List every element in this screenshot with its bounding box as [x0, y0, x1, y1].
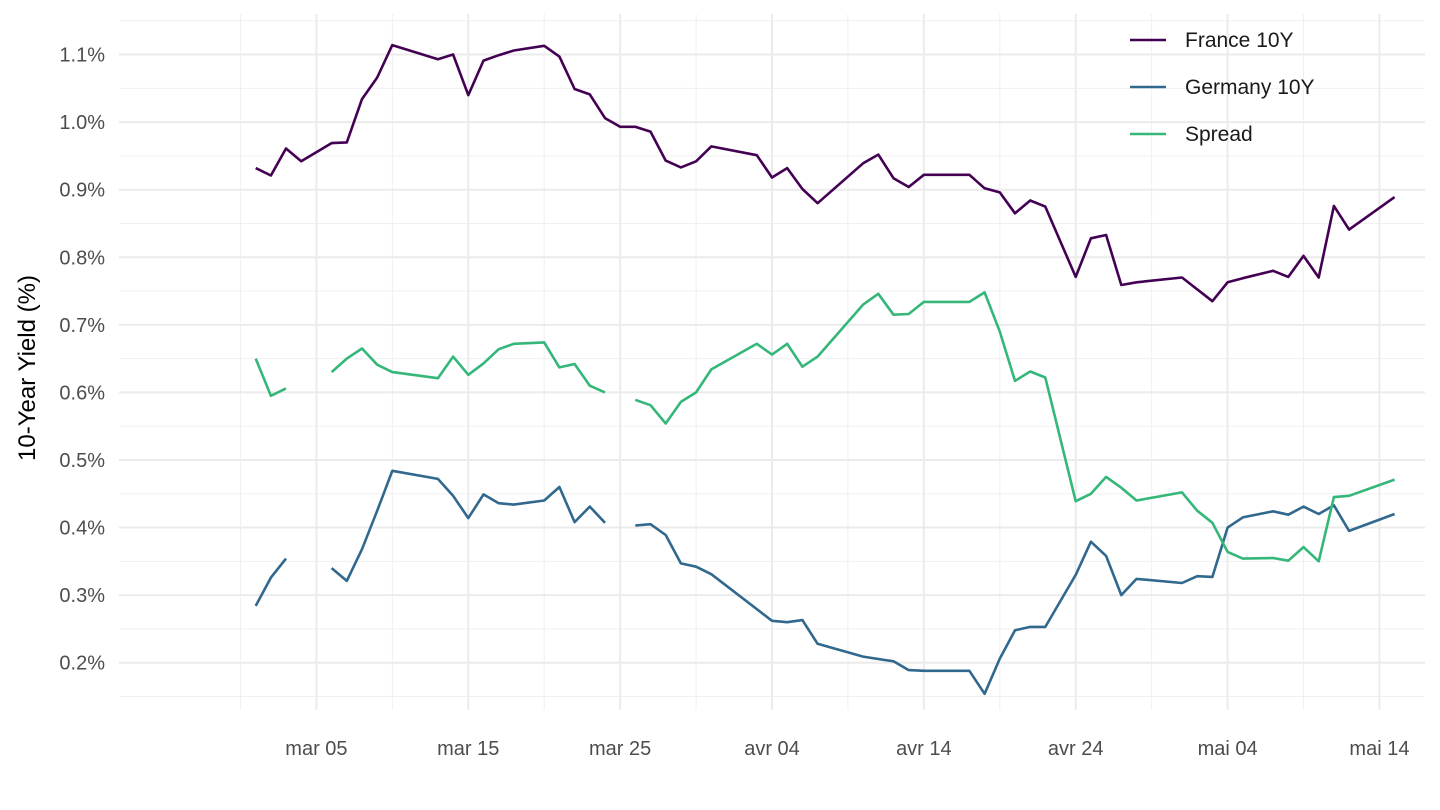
y-tick-label: 0.2% — [59, 653, 105, 675]
x-tick-label: mai 14 — [1349, 738, 1409, 760]
series-line-france-10y — [255, 43, 1396, 303]
x-tick-label: mar 05 — [285, 738, 347, 760]
y-axis-tick-labels: 0.2% 0.3% 0.4% 0.5% 0.6% 0.7% 0.8% 0.9% 1.0% 1.1% — [59, 45, 105, 675]
y-tick-label: 0.3% — [59, 585, 105, 607]
y-tick-label: 0.5% — [59, 450, 105, 472]
series-line-germany-10y — [254, 469, 1396, 696]
series-line-spread — [254, 291, 1396, 563]
x-tick-label: mar 15 — [437, 738, 499, 760]
y-tick-label: 0.8% — [59, 247, 105, 269]
major-gridlines — [119, 14, 1425, 710]
x-tick-label: avr 14 — [896, 738, 952, 760]
x-axis-tick-labels: mar 05 mar 15 mar 25 avr 04 avr 14 avr 24 mai … — [285, 738, 1409, 760]
legend-label-germany-10y: Germany 10Y — [1185, 76, 1315, 99]
series-lines — [254, 43, 1396, 696]
y-tick-label: 1.1% — [59, 45, 105, 67]
x-tick-label: avr 24 — [1048, 738, 1104, 760]
x-tick-label: mar 25 — [589, 738, 651, 760]
legend-label-spread: Spread — [1185, 123, 1253, 146]
legend-label-france-10y: France 10Y — [1185, 29, 1294, 52]
y-tick-label: 0.9% — [59, 180, 105, 202]
y-tick-label: 0.7% — [59, 315, 105, 337]
legend: France 10Y Germany 10Y Spread — [1130, 29, 1315, 146]
y-axis-title: 10-Year Yield (%) — [14, 275, 41, 461]
x-tick-label: avr 04 — [744, 738, 800, 760]
y-tick-label: 1.0% — [59, 112, 105, 134]
y-tick-label: 0.6% — [59, 382, 105, 404]
y-tick-label: 0.4% — [59, 518, 105, 540]
x-tick-label: mai 04 — [1198, 738, 1258, 760]
